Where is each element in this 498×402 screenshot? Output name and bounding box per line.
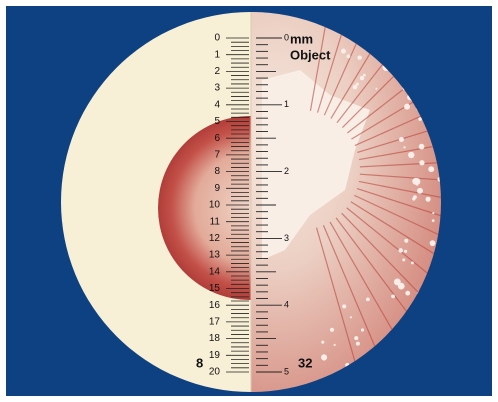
vessel	[366, 297, 370, 302]
ray	[354, 194, 441, 264]
vessel	[391, 294, 395, 299]
left-magnification: 8	[196, 355, 203, 370]
left-tick-label: 11	[210, 216, 221, 227]
vessel	[359, 75, 365, 81]
right-tick-label: 4	[284, 300, 289, 310]
left-tick-label: 17	[209, 317, 221, 328]
right-tick-label: 3	[284, 233, 289, 243]
left-tick-label: 3	[214, 83, 220, 94]
vessel	[432, 212, 435, 215]
vessel	[417, 187, 423, 194]
vessel	[404, 103, 411, 110]
ray	[316, 12, 365, 113]
right-tick-label: 1	[284, 99, 289, 109]
left-tick-label: 14	[209, 266, 221, 277]
right-tick-label: 5	[284, 366, 289, 376]
left-tick-label: 12	[209, 233, 221, 244]
vessel	[333, 343, 336, 346]
vessel	[431, 219, 435, 222]
vessel	[322, 357, 326, 361]
vessel	[321, 340, 325, 344]
vessel	[375, 87, 378, 90]
left-tick-label: 8	[214, 166, 220, 177]
vessel	[346, 54, 351, 59]
left-tick-label: 15	[209, 283, 221, 294]
vessel	[405, 290, 411, 296]
vessel	[418, 143, 425, 150]
left-tick-label: 16	[209, 300, 221, 311]
vessel	[397, 282, 405, 290]
left-tick-label: 18	[209, 333, 221, 344]
left-tick-label: 0	[214, 33, 220, 44]
ray	[350, 201, 441, 288]
vessel	[329, 327, 335, 332]
left-tick-label: 19	[209, 350, 221, 361]
vessel	[403, 146, 406, 149]
vessel	[398, 248, 403, 253]
vessel	[398, 136, 404, 142]
small-section	[158, 116, 251, 300]
vessel	[425, 196, 431, 202]
vessel	[418, 117, 422, 121]
left-tick-label: 13	[209, 250, 221, 261]
vessel	[408, 151, 415, 159]
left-tick-label: 6	[214, 133, 220, 144]
left-tick-label: 7	[214, 150, 220, 161]
ray	[315, 227, 362, 382]
vessel	[321, 354, 328, 361]
vessel	[404, 238, 409, 243]
left-tick-label: 9	[214, 183, 220, 194]
vessel	[357, 55, 362, 60]
vessel	[354, 336, 359, 341]
vessel	[428, 166, 435, 173]
vessel	[419, 160, 425, 166]
ray	[309, 12, 339, 112]
left-tick-label: 4	[214, 99, 220, 110]
vessel	[363, 73, 366, 77]
vessel	[352, 84, 358, 90]
right-magnification: 32	[298, 355, 312, 370]
vessel	[402, 258, 406, 262]
vessel	[355, 82, 359, 86]
ray	[358, 180, 441, 213]
ray	[346, 207, 441, 309]
vessel	[412, 177, 420, 185]
right-tick-label: 2	[284, 166, 289, 176]
vessel	[404, 249, 408, 253]
object-label: Object	[290, 47, 331, 62]
left-tick-label: 2	[214, 66, 220, 77]
vessel	[410, 261, 414, 265]
pith	[262, 70, 370, 260]
left-tick-label: 10	[209, 200, 221, 211]
vessel	[429, 240, 436, 247]
vessel	[340, 48, 346, 54]
right-scale: 0 1 2 3 4 5	[256, 32, 289, 376]
left-tick-label: 5	[214, 116, 220, 127]
vessel	[413, 195, 417, 199]
vessel	[349, 316, 352, 319]
unit: mm	[290, 31, 313, 46]
vessel	[355, 341, 360, 346]
right-tick-label: 0	[284, 32, 289, 42]
left-tick-label: 20	[209, 367, 221, 378]
vessel	[360, 328, 365, 332]
vessel	[342, 304, 347, 309]
left-tick-label: 1	[214, 49, 220, 60]
